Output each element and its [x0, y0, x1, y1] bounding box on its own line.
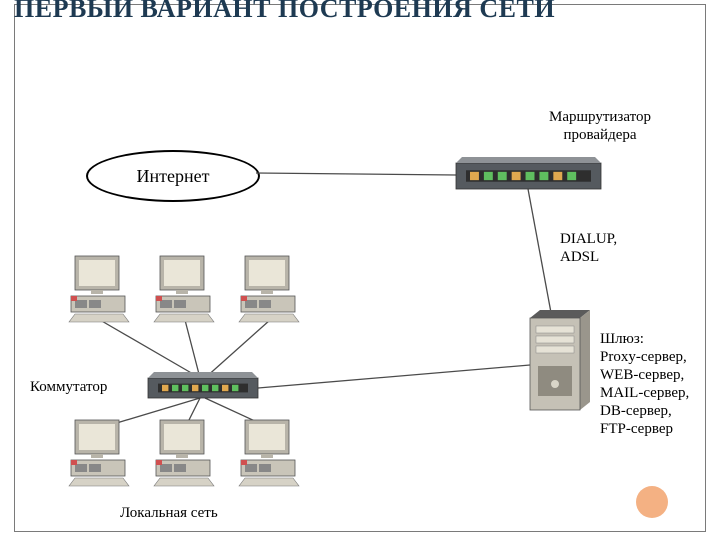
gateway-label: Шлюз: Proxy-сервер, WEB-сервер, MAIL-сер…: [600, 330, 720, 438]
content-frame: [14, 4, 706, 532]
page-title: ПЕРВЫЙ ВАРИАНТ ПОСТРОЕНИЯ СЕТИ: [14, 0, 555, 24]
switch-label: Коммутатор: [30, 378, 150, 396]
decor-circle: [636, 486, 668, 518]
internet-label: Интернет: [137, 166, 210, 187]
title-text: ПЕРВЫЙ ВАРИАНТ ПОСТРОЕНИЯ СЕТИ: [14, 0, 555, 23]
router-label: Маршрутизатор провайдера: [520, 108, 680, 144]
dialup-label: DIALUP, ADSL: [560, 230, 700, 266]
internet-cloud: Интернет: [86, 150, 260, 202]
lan-label: Локальная сеть: [120, 504, 300, 522]
